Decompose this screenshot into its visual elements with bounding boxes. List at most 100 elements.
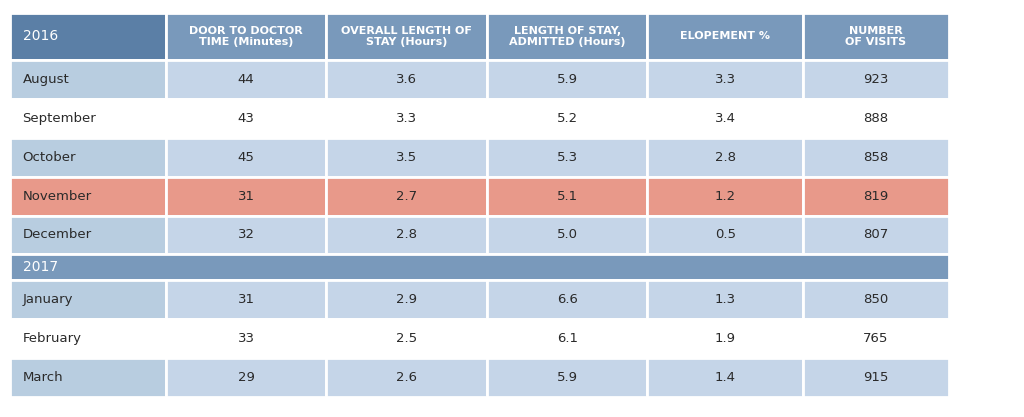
Bar bbox=[647, 358, 803, 397]
Bar bbox=[166, 216, 327, 254]
Bar bbox=[10, 138, 166, 177]
Bar bbox=[487, 177, 647, 216]
Bar bbox=[487, 13, 647, 60]
Text: 2.9: 2.9 bbox=[396, 293, 417, 306]
Bar bbox=[10, 358, 166, 397]
Text: 915: 915 bbox=[863, 371, 889, 384]
Text: 5.3: 5.3 bbox=[557, 151, 578, 164]
Text: 2017: 2017 bbox=[23, 260, 57, 274]
Text: 3.3: 3.3 bbox=[715, 73, 736, 86]
Text: November: November bbox=[23, 190, 92, 203]
Text: 6.6: 6.6 bbox=[557, 293, 578, 306]
Text: 43: 43 bbox=[238, 112, 255, 125]
Bar bbox=[327, 358, 487, 397]
Bar bbox=[166, 99, 327, 138]
Text: 5.0: 5.0 bbox=[557, 229, 578, 241]
Bar bbox=[647, 280, 803, 319]
Bar bbox=[803, 319, 948, 358]
Bar bbox=[10, 280, 166, 319]
Bar bbox=[327, 319, 487, 358]
Bar bbox=[166, 177, 327, 216]
Text: 44: 44 bbox=[238, 73, 254, 86]
Text: 5.9: 5.9 bbox=[557, 73, 578, 86]
Text: 33: 33 bbox=[238, 332, 255, 345]
Text: 3.4: 3.4 bbox=[715, 112, 736, 125]
Bar bbox=[166, 13, 327, 60]
Text: 3.5: 3.5 bbox=[396, 151, 417, 164]
Text: 3.6: 3.6 bbox=[396, 73, 417, 86]
Bar bbox=[803, 60, 948, 99]
Bar bbox=[487, 138, 647, 177]
Text: 2016: 2016 bbox=[23, 30, 57, 43]
Bar bbox=[803, 13, 948, 60]
Text: 1.9: 1.9 bbox=[715, 332, 736, 345]
Text: 858: 858 bbox=[863, 151, 889, 164]
Bar bbox=[166, 319, 327, 358]
Bar bbox=[327, 99, 487, 138]
Bar bbox=[10, 254, 948, 280]
Bar bbox=[327, 280, 487, 319]
Bar bbox=[166, 358, 327, 397]
Text: DOOR TO DOCTOR
TIME (Minutes): DOOR TO DOCTOR TIME (Minutes) bbox=[189, 26, 303, 47]
Text: 1.3: 1.3 bbox=[715, 293, 736, 306]
Text: 32: 32 bbox=[238, 229, 255, 241]
Text: 31: 31 bbox=[238, 190, 255, 203]
Text: 850: 850 bbox=[863, 293, 889, 306]
Text: 888: 888 bbox=[863, 112, 889, 125]
Bar bbox=[803, 358, 948, 397]
Text: December: December bbox=[23, 229, 92, 241]
Bar bbox=[487, 99, 647, 138]
Text: NUMBER
OF VISITS: NUMBER OF VISITS bbox=[845, 26, 906, 47]
Text: 2.7: 2.7 bbox=[396, 190, 417, 203]
Text: February: February bbox=[23, 332, 82, 345]
Bar bbox=[327, 138, 487, 177]
Text: March: March bbox=[23, 371, 63, 384]
Text: 1.2: 1.2 bbox=[715, 190, 736, 203]
Bar bbox=[803, 280, 948, 319]
Text: 923: 923 bbox=[863, 73, 889, 86]
Text: ELOPEMENT %: ELOPEMENT % bbox=[680, 32, 770, 41]
Bar bbox=[166, 138, 327, 177]
Text: 5.9: 5.9 bbox=[557, 371, 578, 384]
Text: 6.1: 6.1 bbox=[557, 332, 578, 345]
Bar bbox=[10, 13, 166, 60]
Text: 819: 819 bbox=[863, 190, 889, 203]
Bar bbox=[647, 13, 803, 60]
Text: October: October bbox=[23, 151, 76, 164]
Text: 5.2: 5.2 bbox=[557, 112, 578, 125]
Text: 3.3: 3.3 bbox=[396, 112, 417, 125]
Text: 0.5: 0.5 bbox=[715, 229, 736, 241]
Bar bbox=[647, 319, 803, 358]
Bar bbox=[487, 60, 647, 99]
Text: 2.8: 2.8 bbox=[715, 151, 736, 164]
Text: 807: 807 bbox=[863, 229, 889, 241]
Bar bbox=[10, 177, 166, 216]
Bar bbox=[803, 138, 948, 177]
Bar bbox=[166, 280, 327, 319]
Bar bbox=[487, 280, 647, 319]
Text: January: January bbox=[23, 293, 73, 306]
Text: 31: 31 bbox=[238, 293, 255, 306]
Bar bbox=[327, 60, 487, 99]
Text: 2.8: 2.8 bbox=[396, 229, 417, 241]
Text: OVERALL LENGTH OF
STAY (Hours): OVERALL LENGTH OF STAY (Hours) bbox=[341, 26, 472, 47]
Bar bbox=[803, 99, 948, 138]
Bar bbox=[647, 216, 803, 254]
Bar bbox=[10, 319, 166, 358]
Text: 1.4: 1.4 bbox=[715, 371, 736, 384]
Bar bbox=[487, 319, 647, 358]
Bar bbox=[10, 60, 166, 99]
Text: 2.5: 2.5 bbox=[396, 332, 417, 345]
Text: LENGTH OF STAY,
ADMITTED (Hours): LENGTH OF STAY, ADMITTED (Hours) bbox=[509, 26, 626, 47]
Bar bbox=[647, 177, 803, 216]
Text: 29: 29 bbox=[238, 371, 255, 384]
Bar bbox=[647, 60, 803, 99]
Bar bbox=[10, 216, 166, 254]
Text: 2.6: 2.6 bbox=[396, 371, 417, 384]
Text: 5.1: 5.1 bbox=[557, 190, 578, 203]
Bar bbox=[10, 99, 166, 138]
Text: 765: 765 bbox=[863, 332, 889, 345]
Bar bbox=[327, 13, 487, 60]
Text: September: September bbox=[23, 112, 96, 125]
Bar bbox=[327, 177, 487, 216]
